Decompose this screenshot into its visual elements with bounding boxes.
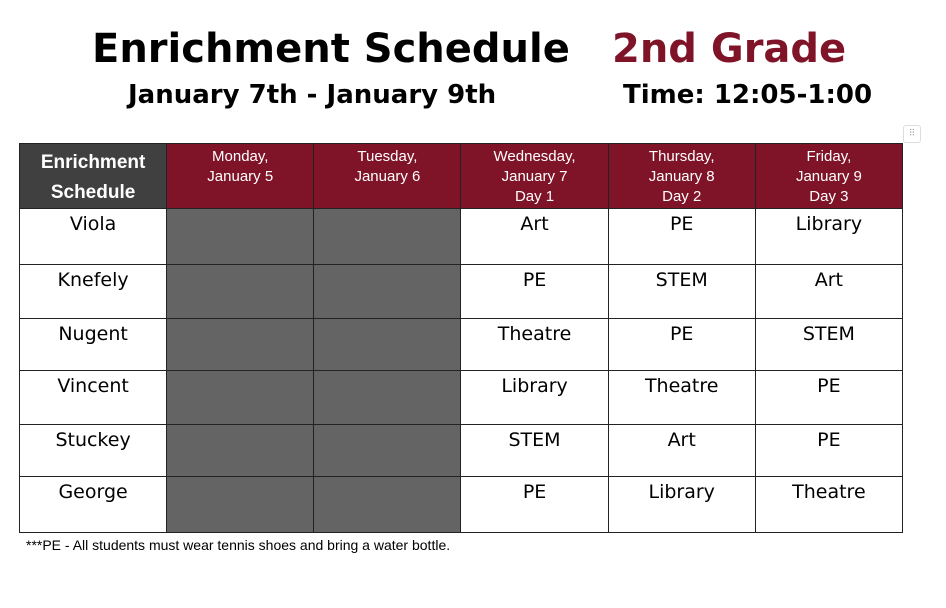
teacher-cell: Stuckey bbox=[18, 424, 168, 477]
friday-cell: PE bbox=[754, 370, 904, 425]
table-row: Viola Art PE Library bbox=[18, 208, 904, 265]
corner-line: Schedule bbox=[50, 182, 136, 203]
day-header: Wednesday, January 7 Day 1 bbox=[460, 143, 609, 209]
thursday-cell: STEM bbox=[607, 264, 756, 319]
blocked-cell bbox=[166, 424, 315, 477]
header-row: Enrichment Schedule Monday, January 5 Tues… bbox=[18, 143, 904, 209]
teacher-cell: Nugent bbox=[18, 318, 168, 371]
friday-cell: Art bbox=[754, 264, 904, 319]
table-row: Nugent Theatre PE STEM bbox=[18, 318, 904, 371]
blocked-cell bbox=[166, 370, 315, 425]
day-header: Monday, January 5 bbox=[166, 143, 315, 209]
friday-cell: STEM bbox=[754, 318, 904, 371]
day-date: January 5 bbox=[207, 168, 274, 185]
day-header: Thursday, January 8 Day 2 bbox=[607, 143, 756, 209]
day-name: Monday, bbox=[212, 148, 269, 165]
day-date: January 9 bbox=[795, 168, 862, 185]
table-row: George PE Library Theatre bbox=[18, 476, 904, 533]
drag-handle-icon[interactable]: ⠿ bbox=[903, 125, 921, 143]
page-title: Enrichment Schedule bbox=[92, 26, 570, 72]
teacher-cell: Viola bbox=[18, 208, 168, 265]
blocked-cell bbox=[166, 318, 315, 371]
corner-header: Enrichment Schedule bbox=[18, 143, 168, 209]
blocked-cell bbox=[313, 208, 462, 265]
table-row: Knefely PE STEM Art bbox=[18, 264, 904, 319]
wednesday-cell: PE bbox=[460, 264, 609, 319]
friday-cell: Theatre bbox=[754, 476, 904, 533]
blocked-cell bbox=[313, 424, 462, 477]
wednesday-cell: Art bbox=[460, 208, 609, 265]
day-date: January 8 bbox=[648, 168, 715, 185]
day-name: Thursday, bbox=[648, 148, 715, 165]
friday-cell: Library bbox=[754, 208, 904, 265]
blocked-cell bbox=[313, 476, 462, 533]
schedule-table: Enrichment Schedule Monday, January 5 Tues… bbox=[18, 143, 904, 533]
footnote: ***PE - All students must wear tennis sh… bbox=[26, 537, 451, 553]
blocked-cell bbox=[166, 208, 315, 265]
thursday-cell: PE bbox=[607, 318, 756, 371]
grade-label: 2nd Grade bbox=[612, 26, 847, 72]
day-number: Day 1 bbox=[514, 188, 555, 205]
wednesday-cell: STEM bbox=[460, 424, 609, 477]
table-row: Stuckey STEM Art PE bbox=[18, 424, 904, 477]
thursday-cell: Library bbox=[607, 476, 756, 533]
day-name: Wednesday, bbox=[493, 148, 576, 165]
wednesday-cell: Theatre bbox=[460, 318, 609, 371]
blocked-cell bbox=[313, 318, 462, 371]
teacher-cell: Vincent bbox=[18, 370, 168, 425]
day-date: January 6 bbox=[354, 168, 421, 185]
thursday-cell: Art bbox=[607, 424, 756, 477]
day-number: Day 2 bbox=[662, 188, 702, 205]
time-label: Time: 12:05-1:00 bbox=[623, 80, 873, 110]
day-date: January 7 bbox=[501, 168, 568, 185]
thursday-cell: Theatre bbox=[607, 370, 756, 425]
wednesday-cell: PE bbox=[460, 476, 609, 533]
friday-cell: PE bbox=[754, 424, 904, 477]
day-number: Day 3 bbox=[809, 188, 849, 205]
teacher-cell: Knefely bbox=[18, 264, 168, 319]
blocked-cell bbox=[313, 264, 462, 319]
teacher-cell: George bbox=[18, 476, 168, 533]
wednesday-cell: Library bbox=[460, 370, 609, 425]
day-name: Tuesday, bbox=[357, 148, 418, 165]
blocked-cell bbox=[166, 476, 315, 533]
day-name: Friday, bbox=[806, 148, 852, 165]
blocked-cell bbox=[166, 264, 315, 319]
blocked-cell bbox=[313, 370, 462, 425]
corner-line: Enrichment bbox=[40, 152, 146, 173]
thursday-cell: PE bbox=[607, 208, 756, 265]
day-header: Friday, January 9 Day 3 bbox=[754, 143, 904, 209]
date-range: January 7th - January 9th bbox=[128, 80, 497, 110]
day-header: Tuesday, January 6 bbox=[313, 143, 462, 209]
table-row: Vincent Library Theatre PE bbox=[18, 370, 904, 425]
